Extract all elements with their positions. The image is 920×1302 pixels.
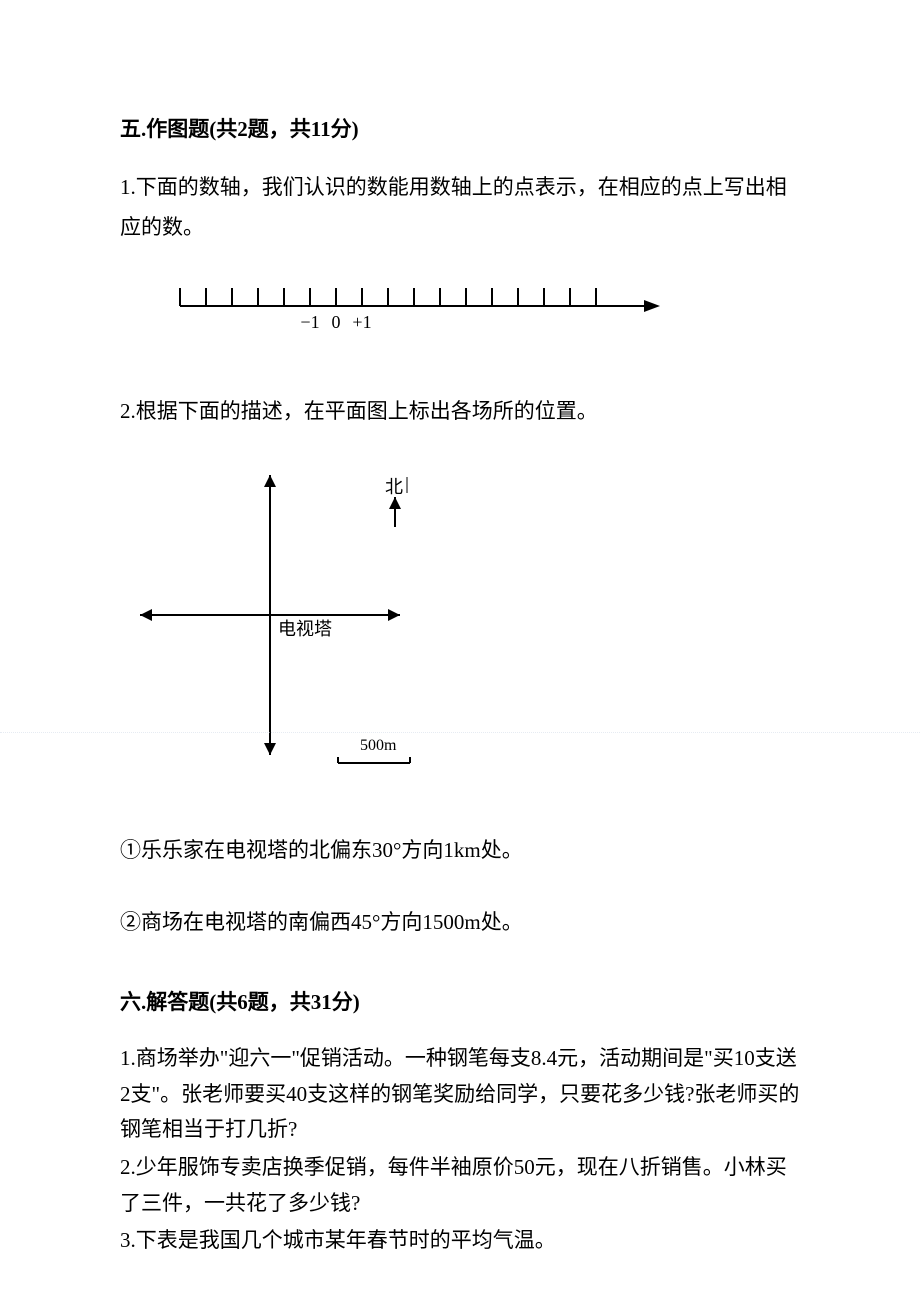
- number-line-figure: −1 0 +1: [150, 276, 800, 360]
- coordinate-svg: 电视塔 北 500m: [120, 455, 480, 785]
- svg-text:电视塔: 电视塔: [278, 619, 332, 639]
- svg-text:北: 北: [385, 477, 403, 497]
- coordinate-figure: 电视塔 北 500m: [120, 455, 800, 799]
- sub-question-2: ②商场在电视塔的南偏西45°方向1500m处。: [120, 903, 800, 943]
- svg-text:0: 0: [332, 312, 341, 332]
- section-5-header: 五.作图题(共2题，共11分): [120, 110, 800, 150]
- sub-question-1: ①乐乐家在电视塔的北偏东30°方向1km处。: [120, 831, 800, 871]
- section-6-header: 六.解答题(共6题，共31分): [120, 983, 800, 1023]
- section-6-question-3: 3.下表是我国几个城市某年春节时的平均气温。: [120, 1223, 800, 1259]
- section-5-question-2: 2.根据下面的描述，在平面图上标出各场所的位置。: [120, 392, 800, 432]
- svg-text:500m: 500m: [360, 737, 397, 754]
- section-5-question-1: 1.下面的数轴，我们认识的数能用数轴上的点表示，在相应的点上写出相应的数。: [120, 168, 800, 248]
- decorative-divider: [0, 732, 920, 733]
- section-6-question-1: 1.商场举办"迎六一"促销活动。一种钢笔每支8.4元，活动期间是"买10支送2支…: [120, 1041, 800, 1148]
- section-6-question-2: 2.少年服饰专卖店换季促销，每件半袖原价50元，现在八折销售。小林买了三件，一共…: [120, 1150, 800, 1221]
- number-line-svg: −1 0 +1: [150, 276, 670, 346]
- svg-text:−1: −1: [300, 312, 319, 332]
- svg-text:+1: +1: [352, 312, 371, 332]
